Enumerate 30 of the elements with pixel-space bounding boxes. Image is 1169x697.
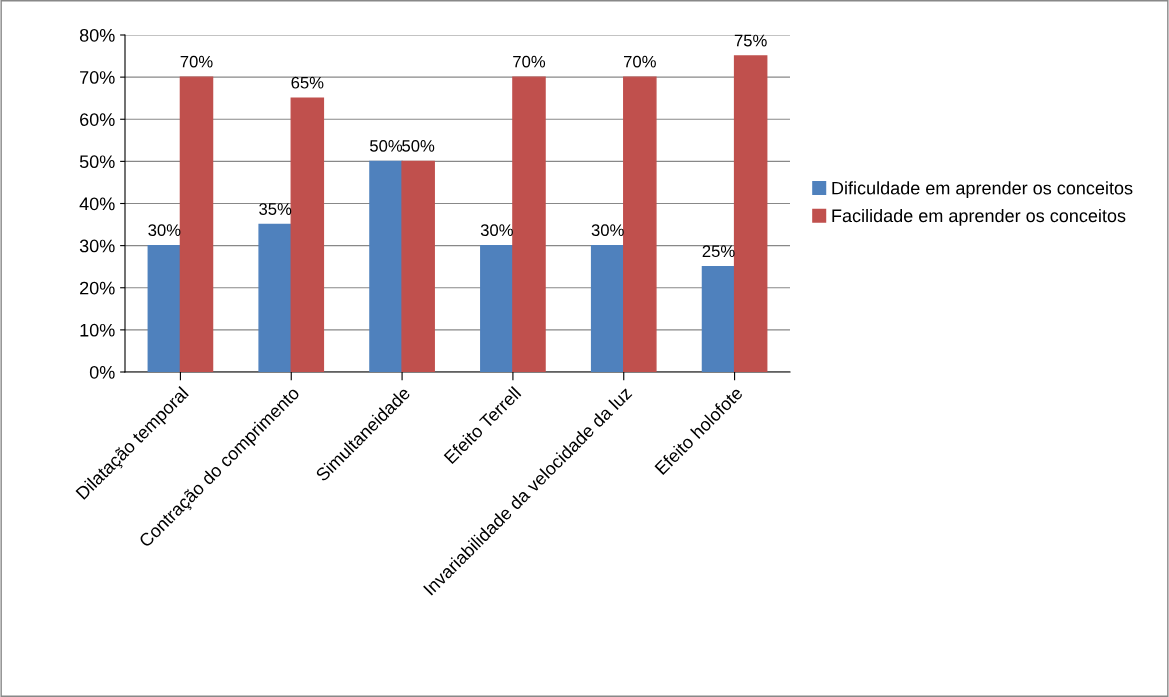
y-tick-label: 50% bbox=[79, 155, 115, 169]
data-label: 70% bbox=[513, 55, 546, 68]
bar bbox=[401, 160, 435, 372]
bar bbox=[590, 244, 625, 372]
bar bbox=[701, 265, 736, 372]
y-tick-label: 30% bbox=[79, 239, 115, 253]
bar bbox=[369, 160, 403, 372]
data-label: 50% bbox=[370, 139, 403, 152]
bar bbox=[512, 76, 546, 372]
y-tick-label: 60% bbox=[80, 113, 115, 126]
y-tick-label: 20% bbox=[80, 281, 115, 295]
legend-label: Dificuldade em aprender os conceitos bbox=[832, 181, 1133, 199]
bar bbox=[480, 244, 514, 372]
bar bbox=[258, 223, 292, 372]
y-tick-label: 10% bbox=[80, 323, 115, 337]
legend-label: Facilidade em aprender os conceitos bbox=[832, 208, 1126, 226]
data-label: 75% bbox=[734, 34, 767, 47]
bar bbox=[147, 244, 182, 372]
y-tick-label: 40% bbox=[79, 197, 115, 211]
y-tick-label: 80% bbox=[79, 28, 115, 42]
data-label: 70% bbox=[624, 55, 656, 68]
bar bbox=[623, 76, 657, 372]
bar bbox=[290, 97, 325, 372]
data-label: 70% bbox=[180, 55, 213, 68]
y-tick-label: 0% bbox=[89, 365, 115, 379]
y-tick-label: 70% bbox=[80, 71, 115, 84]
bar bbox=[733, 55, 768, 372]
data-label: 65% bbox=[291, 76, 324, 89]
bar bbox=[179, 76, 214, 372]
data-label: 50% bbox=[402, 139, 435, 152]
